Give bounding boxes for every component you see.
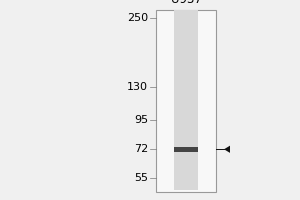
Text: 55: 55 [134, 173, 148, 183]
Bar [174, 147, 198, 152]
Text: U937: U937 [171, 0, 201, 6]
Text: 250: 250 [127, 13, 148, 23]
Text: 72: 72 [134, 144, 148, 154]
Polygon shape [224, 146, 230, 153]
Text: 95: 95 [134, 115, 148, 125]
Bar [156, 10, 216, 192]
Bar [174, 10, 198, 190]
Text: 130: 130 [127, 82, 148, 92]
